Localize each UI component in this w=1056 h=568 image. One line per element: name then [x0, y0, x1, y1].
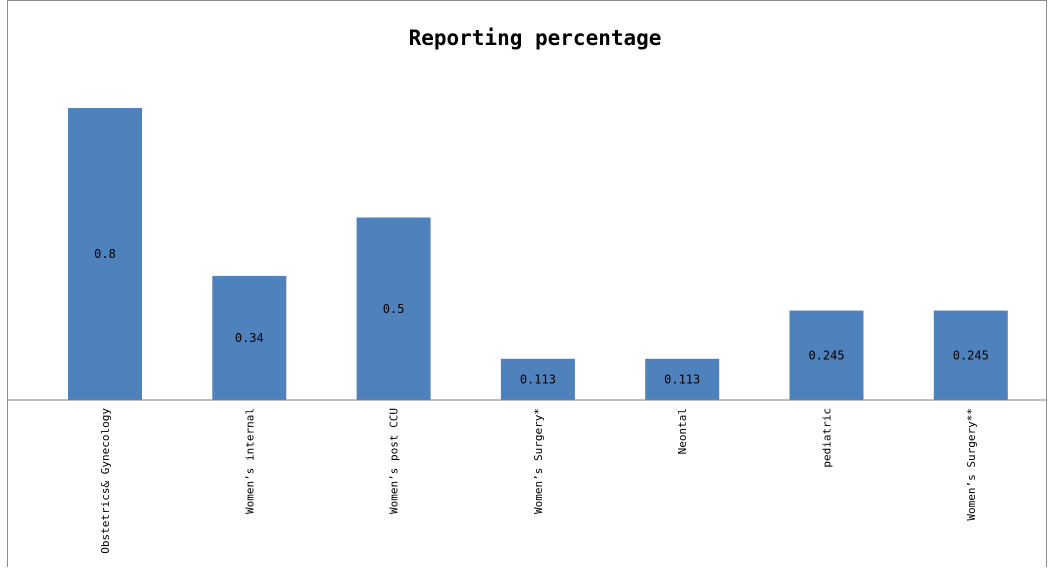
x-tick-label: Women’s post CCU [388, 408, 401, 514]
bar [933, 310, 1008, 400]
bar [212, 275, 287, 400]
data-label: 0.8 [94, 247, 116, 261]
tick-labels-layer: Obstetrics& Gynecology Women’s internal Wo… [99, 408, 978, 554]
x-tick-label: Obstetrics& Gynecology [99, 408, 112, 554]
data-label: 0.245 [953, 348, 989, 362]
bars-layer [68, 108, 1008, 400]
data-label: 0.34 [235, 331, 264, 345]
bar [68, 108, 142, 400]
bar [789, 310, 864, 400]
x-tick-label: Neontal [676, 408, 689, 454]
x-tick-label: pediatric [821, 408, 834, 468]
data-label: 0.113 [664, 372, 700, 386]
x-tick-label: Women’s internal [243, 408, 256, 514]
labels-layer: 0.8 0.34 0.5 0.113 0.113 0.245 0.245 [94, 247, 989, 386]
bar-chart: Reporting percentage 0.8 0.34 0.5 0.113 0.11… [8, 26, 1046, 554]
x-tick-label: Women’s Surgery** [965, 408, 978, 521]
bar [500, 358, 575, 400]
chart-frame: Reporting percentage 0.8 0.34 0.5 0.113 0.11… [7, 0, 1047, 567]
x-tick-label: Women’s Surgery* [532, 408, 545, 514]
data-label: 0.5 [383, 302, 405, 316]
bar [356, 217, 431, 400]
data-label: 0.113 [520, 372, 556, 386]
bar [645, 358, 720, 400]
data-label: 0.245 [808, 348, 844, 362]
chart-title: Reporting percentage [409, 26, 662, 50]
